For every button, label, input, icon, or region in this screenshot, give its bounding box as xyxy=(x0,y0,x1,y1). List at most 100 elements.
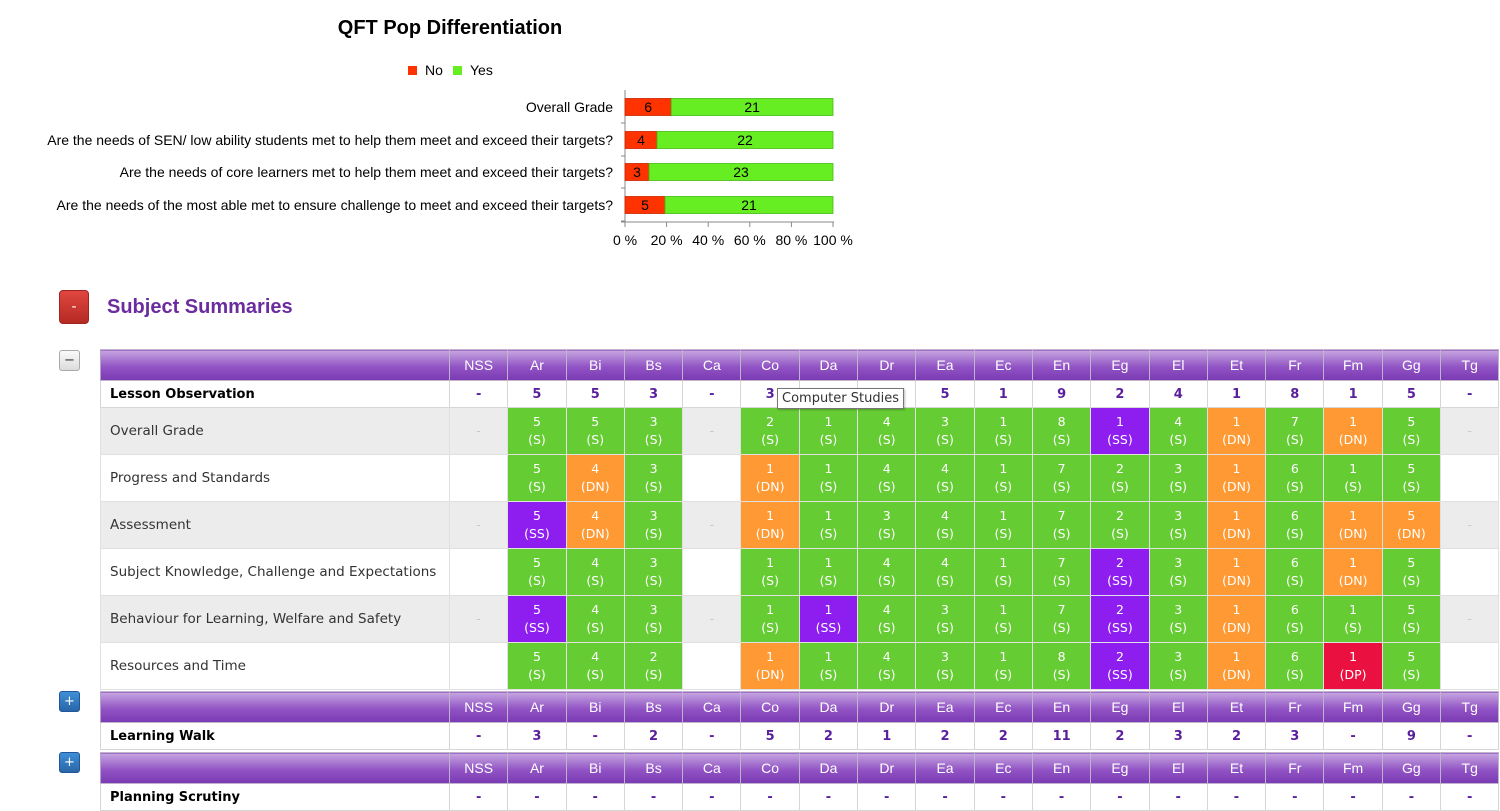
grade-cell-eg[interactable]: 2 (SS) xyxy=(1090,642,1150,690)
grade-cell-bi[interactable]: 4 (DN) xyxy=(565,501,625,549)
grade-cell-bs[interactable]: 3 (S) xyxy=(623,595,684,643)
grade-cell-dr[interactable]: 4 (S) xyxy=(857,407,917,455)
grade-cell-co[interactable]: 1 (DN) xyxy=(740,642,800,690)
grade-cell-et[interactable]: 1 (DN) xyxy=(1206,501,1267,549)
grade-cell-el[interactable]: 3 (S) xyxy=(1148,454,1208,502)
grade-cell-eg[interactable]: 2 (SS) xyxy=(1090,595,1150,643)
grade-cell-ar[interactable]: 5 (S) xyxy=(507,407,567,455)
subject-header-ec[interactable]: Ec xyxy=(973,349,1033,381)
grade-cell-fr[interactable]: 7 (S) xyxy=(1265,407,1325,455)
subject-header-ar[interactable]: Ar xyxy=(507,691,567,723)
grade-cell-eg[interactable]: 2 (S) xyxy=(1090,501,1150,549)
subject-header-el[interactable]: El xyxy=(1148,349,1208,381)
grade-cell-bi[interactable]: 5 (S) xyxy=(565,407,625,455)
grade-cell-da[interactable]: 1 (S) xyxy=(798,642,859,690)
grade-cell-bs[interactable]: 3 (S) xyxy=(623,548,684,596)
subject-header-da[interactable]: Da xyxy=(798,349,859,381)
grade-cell-bi[interactable]: 4 (S) xyxy=(565,548,625,596)
grade-cell-ec[interactable]: 1 (S) xyxy=(973,642,1033,690)
grade-cell-ea[interactable]: 4 (S) xyxy=(915,454,975,502)
subject-header-eg[interactable]: Eg xyxy=(1090,349,1150,381)
grade-cell-gg[interactable]: 5 (DN) xyxy=(1381,501,1442,549)
grade-cell-co[interactable]: 1 (S) xyxy=(740,548,800,596)
grade-cell-dr[interactable]: 4 (S) xyxy=(857,548,917,596)
subject-header-et[interactable]: Et xyxy=(1206,752,1267,784)
grade-cell-ar[interactable]: 5 (S) xyxy=(507,548,567,596)
grade-cell-el[interactable]: 3 (S) xyxy=(1148,548,1208,596)
grade-cell-fm[interactable]: 1 (DN) xyxy=(1323,548,1383,596)
subject-header-fm[interactable]: Fm xyxy=(1323,691,1383,723)
grade-cell-bs[interactable]: 2 (S) xyxy=(623,642,684,690)
grade-cell-da[interactable]: 1 (S) xyxy=(798,407,859,455)
subject-header-ca[interactable]: Ca xyxy=(682,752,742,784)
subject-header-tg[interactable]: Tg xyxy=(1440,752,1500,784)
grade-cell-dr[interactable]: 4 (S) xyxy=(857,595,917,643)
subject-header-eg[interactable]: Eg xyxy=(1090,691,1150,723)
grade-cell-fm[interactable]: 1 (DP) xyxy=(1323,642,1383,690)
grade-cell-ec[interactable]: 1 (S) xyxy=(973,454,1033,502)
subject-header-nss[interactable]: NSS xyxy=(448,752,509,784)
subject-header-ar[interactable]: Ar xyxy=(507,752,567,784)
subject-header-ca[interactable]: Ca xyxy=(682,691,742,723)
grade-cell-en[interactable]: 7 (S) xyxy=(1031,548,1092,596)
subject-header-ar[interactable]: Ar xyxy=(507,349,567,381)
grade-cell-bi[interactable]: 4 (S) xyxy=(565,595,625,643)
grade-cell-fm[interactable]: 1 (DN) xyxy=(1323,501,1383,549)
grade-cell-gg[interactable]: 5 (S) xyxy=(1381,407,1442,455)
grade-cell-fm[interactable]: 1 (S) xyxy=(1323,595,1383,643)
subject-header-ca[interactable]: Ca xyxy=(682,349,742,381)
grade-cell-en[interactable]: 7 (S) xyxy=(1031,454,1092,502)
grade-cell-co[interactable]: 1 (S) xyxy=(740,595,800,643)
subject-header-nss[interactable]: NSS xyxy=(448,691,509,723)
subject-header-dr[interactable]: Dr xyxy=(857,691,917,723)
subject-header-fr[interactable]: Fr xyxy=(1265,349,1325,381)
grade-cell-et[interactable]: 1 (DN) xyxy=(1206,548,1267,596)
grade-cell-fr[interactable]: 6 (S) xyxy=(1265,454,1325,502)
subject-header-et[interactable]: Et xyxy=(1206,691,1267,723)
grade-cell-da[interactable]: 1 (S) xyxy=(798,454,859,502)
grade-cell-co[interactable]: 1 (DN) xyxy=(740,501,800,549)
grade-cell-el[interactable]: 3 (S) xyxy=(1148,501,1208,549)
grade-cell-co[interactable]: 1 (DN) xyxy=(740,454,800,502)
grade-cell-bi[interactable]: 4 (DN) xyxy=(565,454,625,502)
subject-header-da[interactable]: Da xyxy=(798,752,859,784)
grade-cell-ar[interactable]: 5 (S) xyxy=(507,454,567,502)
grade-cell-ea[interactable]: 3 (S) xyxy=(915,595,975,643)
grade-cell-gg[interactable]: 5 (S) xyxy=(1381,642,1442,690)
grade-cell-dr[interactable]: 4 (S) xyxy=(857,454,917,502)
subject-header-gg[interactable]: Gg xyxy=(1381,349,1442,381)
grade-cell-dr[interactable]: 4 (S) xyxy=(857,642,917,690)
subject-header-el[interactable]: El xyxy=(1148,752,1208,784)
subject-header-bi[interactable]: Bi xyxy=(565,752,625,784)
grade-cell-bs[interactable]: 3 (S) xyxy=(623,501,684,549)
subject-header-da[interactable]: Da xyxy=(798,691,859,723)
grade-cell-et[interactable]: 1 (DN) xyxy=(1206,595,1267,643)
grade-cell-en[interactable]: 7 (S) xyxy=(1031,595,1092,643)
subject-header-fr[interactable]: Fr xyxy=(1265,752,1325,784)
grade-cell-et[interactable]: 1 (DN) xyxy=(1206,642,1267,690)
subject-header-co[interactable]: Co xyxy=(740,752,800,784)
expand-learning-walk-button[interactable]: + xyxy=(59,691,80,712)
grade-cell-ar[interactable]: 5 (S) xyxy=(507,642,567,690)
subject-header-fm[interactable]: Fm xyxy=(1323,752,1383,784)
subject-header-ec[interactable]: Ec xyxy=(973,691,1033,723)
grade-cell-da[interactable]: 1 (SS) xyxy=(798,595,859,643)
grade-cell-eg[interactable]: 1 (SS) xyxy=(1090,407,1150,455)
subject-header-bi[interactable]: Bi xyxy=(565,349,625,381)
grade-cell-gg[interactable]: 5 (S) xyxy=(1381,548,1442,596)
grade-cell-da[interactable]: 1 (S) xyxy=(798,501,859,549)
subject-header-en[interactable]: En xyxy=(1031,752,1092,784)
subject-header-en[interactable]: En xyxy=(1031,691,1092,723)
subject-header-tg[interactable]: Tg xyxy=(1440,349,1500,381)
grade-cell-en[interactable]: 8 (S) xyxy=(1031,407,1092,455)
grade-cell-eg[interactable]: 2 (SS) xyxy=(1090,548,1150,596)
subject-header-et[interactable]: Et xyxy=(1206,349,1267,381)
subject-header-co[interactable]: Co xyxy=(740,349,800,381)
grade-cell-gg[interactable]: 5 (S) xyxy=(1381,454,1442,502)
grade-cell-co[interactable]: 2 (S) xyxy=(740,407,800,455)
grade-cell-el[interactable]: 3 (S) xyxy=(1148,642,1208,690)
grade-cell-el[interactable]: 4 (S) xyxy=(1148,407,1208,455)
grade-cell-en[interactable]: 8 (S) xyxy=(1031,642,1092,690)
subject-header-gg[interactable]: Gg xyxy=(1381,752,1442,784)
grade-cell-fr[interactable]: 6 (S) xyxy=(1265,548,1325,596)
